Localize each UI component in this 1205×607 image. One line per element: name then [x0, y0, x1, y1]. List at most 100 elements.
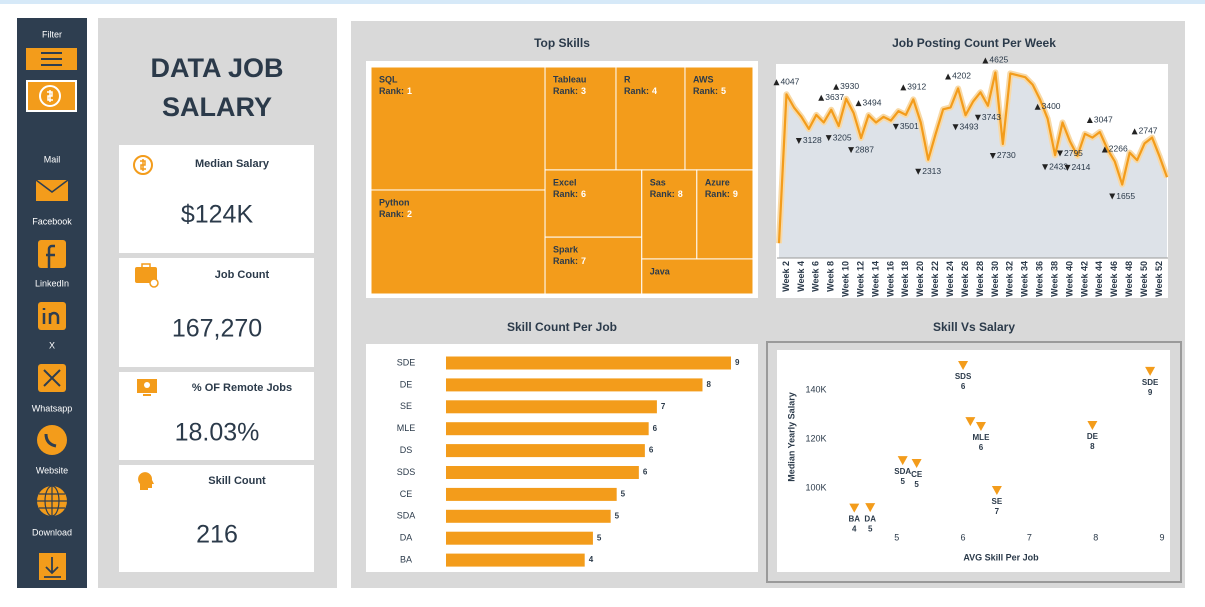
treemap-label: AWS [693, 74, 714, 84]
treemap-rank: Rank: 6 [553, 189, 586, 199]
rank-label: Rank: [624, 86, 649, 96]
x-tick-label: 8 [1093, 532, 1098, 542]
point [958, 360, 969, 370]
y-axis-label: Median Yearly Salary [786, 392, 796, 481]
x-tick-label: 6 [961, 532, 966, 542]
x-tick-label: 7 [1027, 532, 1032, 542]
treemap-rank: Rank: 8 [650, 189, 683, 199]
y-tick-label: BA [400, 554, 412, 564]
bar [446, 553, 585, 567]
data-label: 2887 [855, 144, 874, 154]
x-tick-label: Week 46 [1109, 261, 1119, 297]
point-value-label: 7 [995, 507, 1000, 516]
data-label: 2313 [922, 166, 941, 176]
data-label: 3637 [825, 92, 844, 102]
y-tick-label: SDS [397, 467, 416, 477]
point-label: DE [1087, 432, 1099, 441]
treemap-cell [544, 169, 643, 238]
x-tick-label: Week 40 [1064, 261, 1074, 297]
treemap-label: Azure [705, 177, 730, 187]
label-marker [1086, 117, 1093, 124]
rank-value: 6 [581, 189, 586, 199]
kpi-icon [138, 472, 154, 490]
whatsapp-icon[interactable] [37, 425, 67, 455]
x-tick-label: Week 44 [1094, 261, 1104, 297]
label-marker [1101, 146, 1108, 153]
rank-label: Rank: [553, 86, 578, 96]
y-tick-label: MLE [397, 423, 416, 433]
treemap-cell [544, 236, 643, 295]
data-label: 3493 [960, 121, 979, 131]
data-label: 2414 [1071, 162, 1090, 172]
point-label: MLE [973, 433, 991, 442]
dashboard-title: SALARY [162, 92, 272, 122]
x-tick-label: Week 14 [870, 261, 880, 297]
y-tick-label: 100K [805, 482, 826, 492]
point [975, 422, 986, 431]
treemap-cell [544, 66, 617, 171]
label-marker [974, 114, 981, 121]
point-label: SDA [894, 467, 911, 476]
rank-label: Rank: [379, 209, 404, 219]
download-icon[interactable] [39, 553, 66, 580]
y-tick-label: 140K [805, 384, 826, 394]
treemap-label: Tableau [553, 74, 586, 84]
bar [446, 531, 593, 545]
y-tick-label: SE [400, 401, 412, 411]
kpi-value: 18.03% [175, 419, 260, 447]
kpi-icon [137, 379, 157, 396]
x-tick-label: Week 32 [1005, 261, 1015, 297]
treemap-label: Excel [553, 177, 577, 187]
rank-value: 8 [678, 189, 683, 199]
salary-filter-button[interactable] [26, 80, 77, 112]
treemap-rank: Rank: 5 [693, 86, 726, 96]
rank-value: 9 [733, 189, 738, 199]
filter-button[interactable] [26, 48, 77, 70]
x-tick-label: Week 50 [1139, 261, 1149, 297]
point [911, 459, 922, 469]
bar [446, 400, 657, 414]
data-label: 3930 [840, 81, 859, 91]
label-marker [773, 79, 780, 86]
facebook-icon[interactable] [38, 240, 66, 268]
data-label: 2433 [1049, 161, 1068, 171]
treemap-label: Java [650, 266, 671, 276]
kpi-icon [135, 263, 159, 288]
treemap-rank: Rank: 3 [553, 86, 586, 96]
sidebar-label: Facebook [32, 216, 72, 226]
treemap-rank: Rank: 9 [705, 189, 738, 199]
point [1087, 421, 1098, 431]
label-marker [1057, 150, 1063, 157]
label-marker [848, 147, 855, 154]
point-label: SE [992, 497, 1003, 506]
x-tick-label: Week 2 [781, 261, 791, 292]
label-marker [1034, 103, 1041, 110]
mail-icon[interactable] [35, 179, 69, 201]
rank-value: 7 [581, 257, 586, 267]
x-tick-label: Week 42 [1079, 261, 1089, 297]
label-marker [982, 57, 989, 64]
data-label: 4 [589, 555, 594, 564]
data-label: 1655 [1116, 191, 1135, 201]
rank-label: Rank: [553, 189, 578, 199]
sidebar-label: X [49, 340, 55, 350]
website-icon[interactable] [37, 485, 67, 517]
data-label: 2747 [1139, 126, 1158, 136]
data-label: 2795 [1064, 148, 1083, 158]
bar [446, 378, 703, 392]
data-label: 3400 [1042, 101, 1061, 111]
label-marker [833, 83, 840, 90]
data-label: 5 [597, 533, 602, 542]
x-icon[interactable] [38, 364, 66, 392]
x-tick-label: Week 12 [855, 261, 865, 297]
label-marker [855, 100, 862, 107]
label-marker [1042, 164, 1049, 171]
bar [446, 422, 649, 436]
treemap-rank: Rank: 2 [379, 209, 412, 219]
treemap-rank: Rank: 1 [379, 86, 412, 96]
data-label: 3047 [1094, 114, 1113, 124]
linkedin-icon[interactable] [38, 302, 66, 330]
treemap-cell [684, 66, 754, 171]
label-marker [1064, 164, 1071, 171]
sidebar-label: Mail [44, 154, 61, 164]
